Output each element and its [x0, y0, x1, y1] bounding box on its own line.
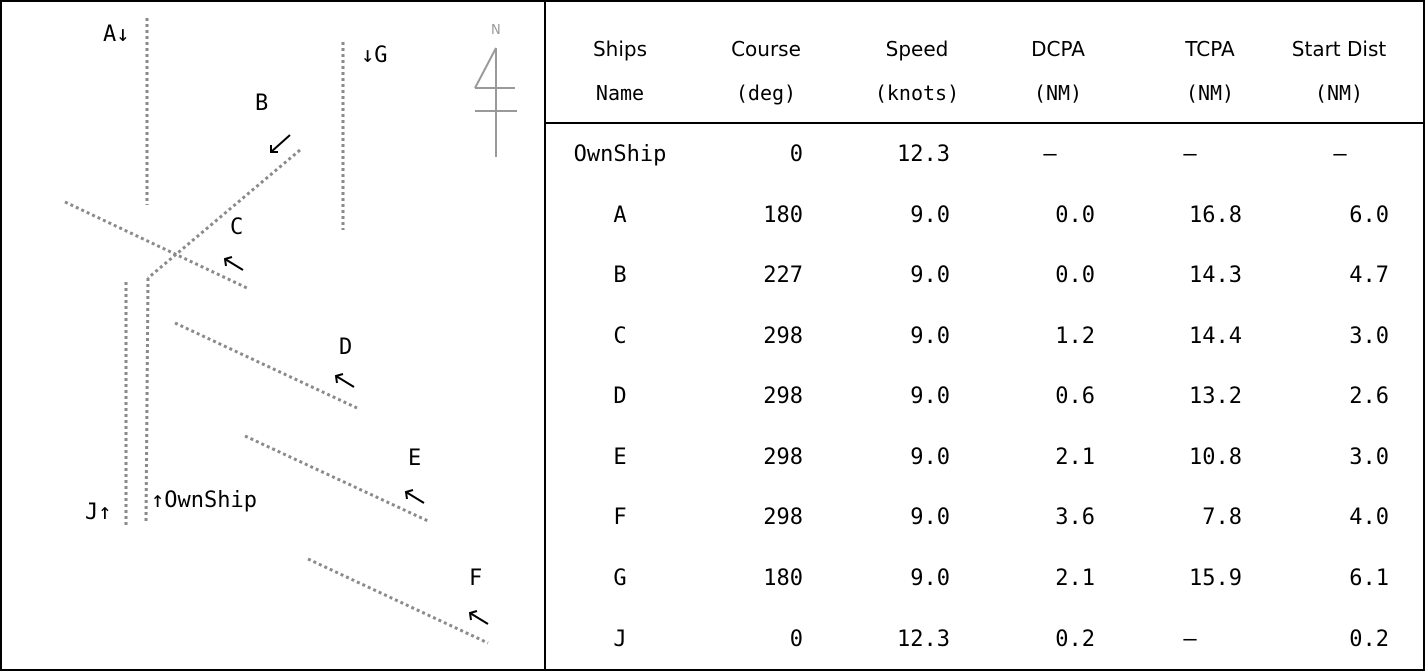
header-ships: Ships Name [570, 38, 670, 104]
heading-arrow-icon [223, 256, 244, 271]
cell-name: J [613, 627, 627, 652]
cell-dcpa: – [1043, 142, 1057, 167]
cell-course: 180 [763, 203, 803, 228]
heading-arrow-icon [404, 489, 425, 504]
header-tcpa: TCPA (NM) [1160, 38, 1260, 104]
header-dcpa-unit: (NM) [1033, 81, 1083, 105]
cell-dcpa: 1.2 [1055, 324, 1095, 349]
cell-speed: 9.0 [910, 445, 950, 470]
cell-dcpa: 0.6 [1055, 384, 1095, 409]
cell-tcpa: – [1183, 142, 1197, 167]
track-f [307, 557, 489, 645]
cell-dcpa: 0.2 [1055, 627, 1095, 652]
ship-label-e: E [408, 446, 421, 471]
cell-dist: 4.0 [1349, 505, 1389, 530]
cell-dist: 3.0 [1349, 445, 1389, 470]
cell-speed: 9.0 [910, 384, 950, 409]
cell-dist: 2.6 [1349, 384, 1389, 409]
cell-dist: 6.1 [1349, 566, 1389, 591]
header-tcpa-unit: (NM) [1185, 81, 1235, 105]
cell-dist: – [1333, 142, 1347, 167]
cell-dcpa: 0.0 [1055, 263, 1095, 288]
cell-tcpa: 16.8 [1189, 203, 1242, 228]
track-d [174, 321, 358, 410]
header-dcpa-title: DCPA [1031, 37, 1085, 61]
cell-tcpa: 13.2 [1189, 384, 1242, 409]
north-arrow-icon [474, 47, 517, 157]
header-rule [546, 122, 1423, 124]
cell-dcpa: 3.6 [1055, 505, 1095, 530]
cell-name: D [613, 384, 627, 409]
header-tcpa-title: TCPA [1185, 37, 1235, 61]
cell-tcpa: 15.9 [1189, 566, 1242, 591]
cell-name: C [613, 324, 627, 349]
cell-course: 0 [789, 627, 803, 652]
cell-dist: 3.0 [1349, 324, 1389, 349]
cell-tcpa: 7.8 [1202, 505, 1242, 530]
cell-name: E [613, 445, 627, 470]
header-course: Course (deg) [711, 38, 821, 104]
cell-course: 298 [763, 505, 803, 530]
cell-dist: 4.7 [1349, 263, 1389, 288]
cell-course: 0 [789, 142, 803, 167]
cell-name: B [613, 263, 627, 288]
cell-tcpa: 14.4 [1189, 324, 1242, 349]
ship-label-d: D [339, 335, 352, 360]
ship-label-a: A↓ [103, 22, 130, 47]
header-start-dist-unit: (NM) [1314, 81, 1364, 105]
header-ships-title: Ships [592, 37, 648, 61]
cell-speed: 9.0 [910, 263, 950, 288]
ship-label-ownship: ↑OwnShip [151, 488, 257, 513]
cell-name: A [613, 203, 627, 228]
ship-label-f: F [469, 566, 482, 591]
cell-dcpa: 2.1 [1055, 566, 1095, 591]
cell-name: OwnShip [573, 142, 667, 167]
cell-tcpa: – [1183, 627, 1197, 652]
cell-dcpa: 0.0 [1055, 203, 1095, 228]
cell-tcpa: 14.3 [1189, 263, 1242, 288]
track-c [64, 200, 248, 290]
heading-arrow-icon [468, 610, 489, 625]
cell-course: 298 [763, 384, 803, 409]
header-speed: Speed (knots) [857, 38, 977, 104]
north-label: N [491, 23, 501, 38]
cell-speed: 9.0 [910, 566, 950, 591]
header-dcpa: DCPA (NM) [1008, 38, 1108, 104]
cell-dcpa: 2.1 [1055, 445, 1095, 470]
cell-dist: 6.0 [1349, 203, 1389, 228]
ship-track-diagram: N A↓ ↓G B C D E F J↑ ↑OwnShip [64, 18, 517, 645]
cell-tcpa: 10.8 [1189, 445, 1242, 470]
cell-course: 227 [763, 263, 803, 288]
header-course-title: Course [731, 37, 801, 61]
header-ships-unit: Name [595, 81, 645, 105]
header-speed-unit: (knots) [874, 81, 960, 105]
header-course-unit: (deg) [735, 81, 797, 105]
ship-label-j: J↑ [85, 500, 112, 525]
track-ownship [144, 277, 150, 523]
ship-label-g: ↓G [361, 43, 388, 68]
ship-label-b: B [255, 91, 268, 116]
ship-label-c: C [230, 215, 243, 240]
cell-speed: 9.0 [910, 203, 950, 228]
header-start-dist: Start Dist (NM) [1280, 38, 1398, 104]
cell-dist: 0.2 [1349, 627, 1389, 652]
cell-course: 298 [763, 324, 803, 349]
cell-speed: 12.3 [897, 142, 950, 167]
heading-arrow-icon [334, 373, 355, 388]
track-e [244, 434, 429, 523]
cell-speed: 9.0 [910, 324, 950, 349]
cell-name: G [613, 566, 627, 591]
panel-divider [544, 0, 546, 671]
heading-arrow-icon [270, 134, 291, 153]
cell-name: F [613, 505, 627, 530]
cell-course: 180 [763, 566, 803, 591]
header-start-dist-title: Start Dist [1291, 37, 1387, 61]
cell-course: 298 [763, 445, 803, 470]
cell-speed: 9.0 [910, 505, 950, 530]
cell-speed: 12.3 [897, 627, 950, 652]
header-speed-title: Speed [885, 37, 949, 61]
